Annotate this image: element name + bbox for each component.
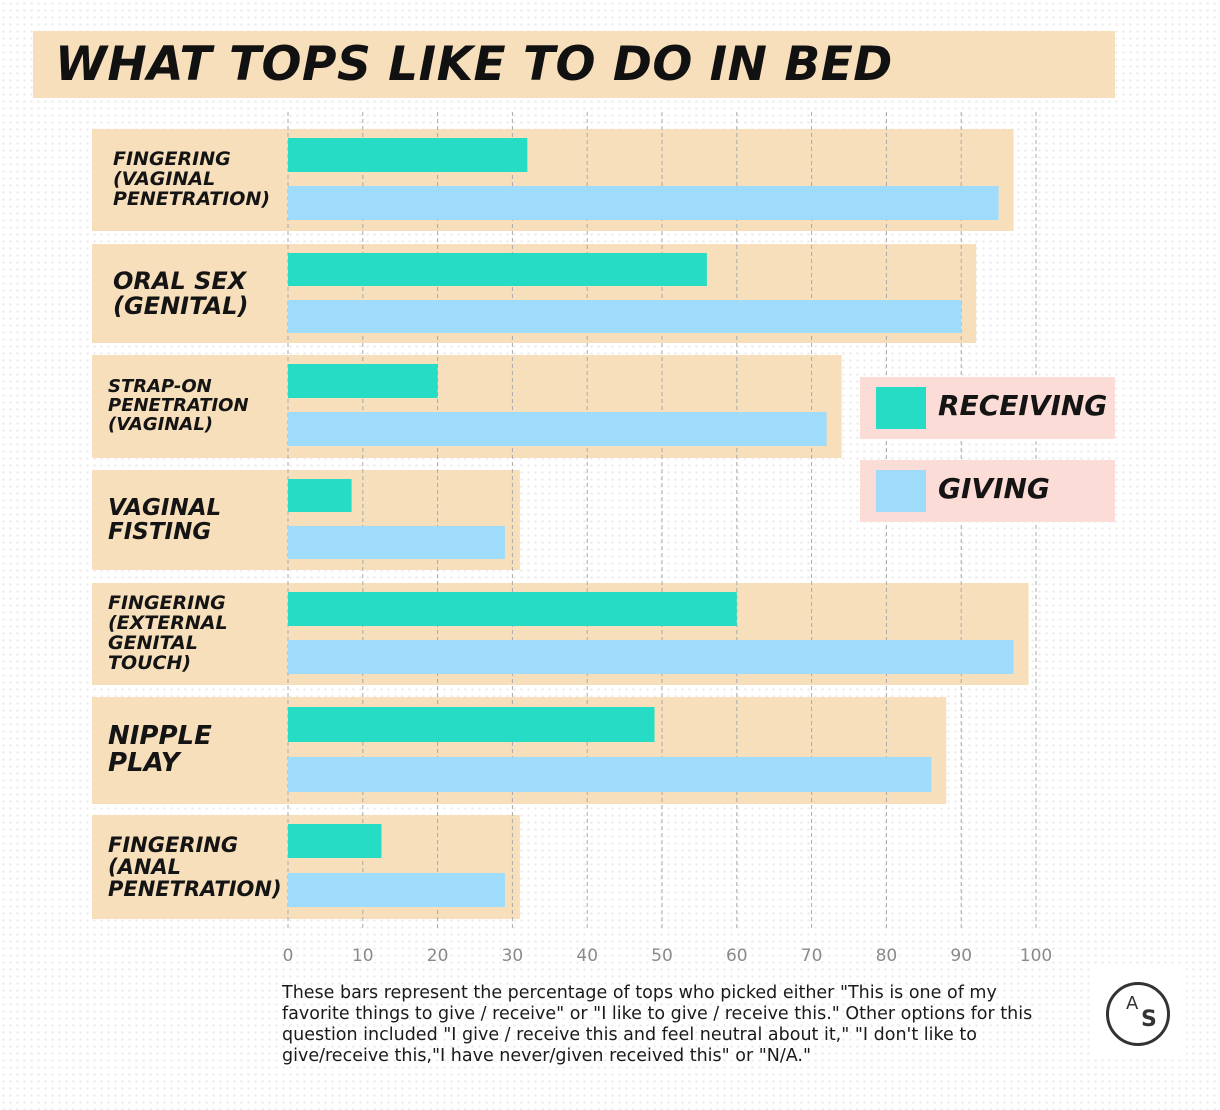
x-tick-label: 80 bbox=[876, 946, 898, 966]
x-tick-label: 60 bbox=[726, 946, 748, 966]
bar-receiving bbox=[288, 707, 655, 742]
category-label: ORAL SEX (GENITAL) bbox=[113, 267, 249, 321]
logo-letter-s: S bbox=[1141, 1007, 1157, 1032]
bar-giving bbox=[288, 640, 1014, 674]
x-tick-label: 30 bbox=[502, 946, 524, 966]
category-label: VAGINAL FISTING bbox=[108, 495, 222, 546]
bar-giving bbox=[288, 526, 505, 559]
x-tick-label: 10 bbox=[352, 946, 374, 966]
category-label: NIPPLE PLAY bbox=[108, 721, 212, 779]
legend-label-giving: GIVING bbox=[938, 472, 1050, 505]
x-tick-label: 40 bbox=[576, 946, 598, 966]
bar-giving bbox=[288, 757, 932, 792]
legend-swatch-giving bbox=[876, 470, 926, 512]
logo-letter-a: A bbox=[1126, 993, 1139, 1014]
bar-receiving bbox=[288, 364, 438, 398]
bar-receiving bbox=[288, 138, 528, 172]
legend-label-receiving: RECEIVING bbox=[938, 389, 1108, 422]
legend-item-giving: GIVING bbox=[860, 460, 1115, 522]
bar-receiving bbox=[288, 592, 737, 626]
footnote: These bars represent the percentage of t… bbox=[282, 983, 1033, 1066]
x-tick-label: 50 bbox=[651, 946, 673, 966]
x-tick-label: 90 bbox=[950, 946, 972, 966]
category-label: FINGERING (EXTERNAL GENITAL TOUCH) bbox=[108, 592, 228, 674]
x-tick-label: 100 bbox=[1020, 946, 1052, 966]
legend-swatch-receiving bbox=[876, 387, 926, 429]
category-label: STRAP-ON PENETRATION (VAGINAL) bbox=[108, 376, 249, 435]
logo: A S bbox=[1092, 968, 1186, 1058]
title-band: WHAT TOPS LIKE TO DO IN BED bbox=[33, 31, 1115, 98]
bar-receiving bbox=[288, 479, 352, 512]
x-tick-label: 0 bbox=[283, 946, 294, 966]
bar-giving bbox=[288, 300, 962, 333]
bar-receiving bbox=[288, 824, 382, 858]
x-tick-label: 20 bbox=[427, 946, 449, 966]
category-label: FINGERING (ANAL PENETRATION) bbox=[108, 833, 282, 902]
bar-giving bbox=[288, 186, 999, 220]
bar-receiving bbox=[288, 253, 707, 286]
chart-title: WHAT TOPS LIKE TO DO IN BED bbox=[55, 37, 893, 92]
bar-giving bbox=[288, 412, 827, 446]
category-label: FINGERING (VAGINAL PENETRATION) bbox=[113, 148, 271, 210]
bar-giving bbox=[288, 873, 505, 907]
legend-item-receiving: RECEIVING bbox=[860, 377, 1115, 439]
x-tick-label: 70 bbox=[801, 946, 823, 966]
autostraddle-logo-icon: A S bbox=[1106, 982, 1170, 1046]
